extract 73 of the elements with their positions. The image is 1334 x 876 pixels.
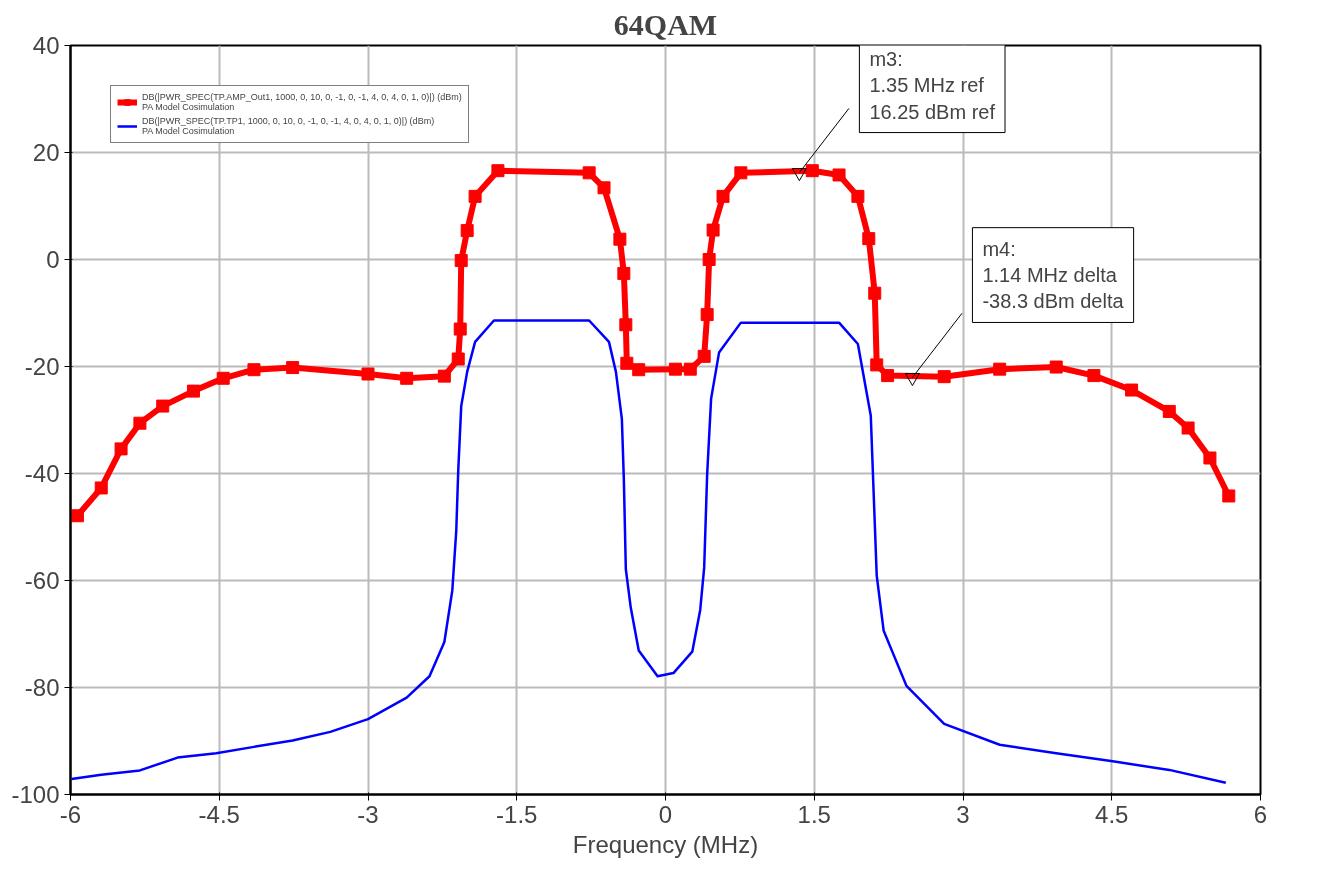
annotation: m3: 1.35 MHz ref 16.25 dBm ref bbox=[869, 47, 996, 123]
point bbox=[1125, 383, 1139, 397]
y-tick-label: 0 bbox=[46, 246, 60, 273]
legend-label: DB(|PWR_SPEC(TP.TP1, 1000, 0, 10, 0, -1, 0, -1, 4, 0, 4, 0, 1, 0)|) (dBm) PA Model Cosimulation bbox=[142, 116, 435, 136]
point bbox=[620, 356, 634, 370]
legend-label: DB(|PWR_SPEC(TP.AMP_Out1, 1000, 0, 10, 0, -1, 0, -1, 4, 0, 4, 0, 1, 0)|) (dBm) PA Model Cosimulation bbox=[142, 92, 462, 112]
point bbox=[868, 286, 882, 300]
y-tick-label: -80 bbox=[24, 674, 60, 701]
point bbox=[668, 362, 682, 376]
point bbox=[632, 363, 646, 377]
point bbox=[937, 370, 951, 384]
point bbox=[216, 371, 230, 385]
line-series bbox=[70, 319, 1228, 784]
point bbox=[993, 362, 1007, 376]
point bbox=[597, 181, 611, 195]
point bbox=[683, 362, 697, 376]
point bbox=[851, 189, 865, 203]
point bbox=[697, 349, 711, 363]
point bbox=[702, 253, 716, 266]
point bbox=[361, 367, 375, 381]
chart-title: 64QAM bbox=[613, 7, 718, 41]
point bbox=[1203, 451, 1217, 465]
x-tick-label: -1.5 bbox=[496, 800, 538, 828]
point bbox=[734, 166, 748, 180]
point bbox=[1181, 421, 1195, 435]
point bbox=[1222, 489, 1236, 503]
y-tick-label: -40 bbox=[24, 460, 60, 487]
point bbox=[706, 223, 720, 237]
point bbox=[619, 318, 633, 332]
point bbox=[1162, 404, 1176, 418]
point bbox=[94, 481, 108, 495]
point bbox=[1087, 369, 1101, 383]
point bbox=[862, 232, 876, 246]
point bbox=[186, 384, 200, 398]
x-tick-label: 1.5 bbox=[797, 800, 831, 828]
point bbox=[286, 361, 300, 375]
point bbox=[437, 369, 451, 383]
y-tick-label: 40 bbox=[32, 32, 60, 59]
y-tick-label: -60 bbox=[24, 567, 60, 594]
annotation: m4: 1.14 MHz delta -38.3 dBm delta bbox=[982, 237, 1125, 313]
point bbox=[133, 416, 147, 430]
point bbox=[454, 254, 468, 268]
point bbox=[805, 164, 819, 178]
x-tick-label: -4.5 bbox=[198, 800, 240, 828]
point bbox=[700, 308, 714, 322]
point bbox=[247, 363, 261, 377]
x-tick-label: 6 bbox=[1253, 800, 1268, 828]
point bbox=[70, 509, 84, 523]
point bbox=[881, 369, 895, 383]
point bbox=[613, 232, 627, 246]
x-tick-label: -3 bbox=[357, 800, 379, 828]
y-tick-label: -100 bbox=[11, 781, 60, 808]
point bbox=[582, 166, 596, 180]
x-tick-label: 4.5 bbox=[1095, 800, 1129, 828]
point bbox=[870, 358, 884, 372]
y-tick-label: -20 bbox=[24, 353, 60, 380]
point bbox=[156, 399, 170, 413]
point bbox=[453, 322, 467, 336]
x-tick-label: -6 bbox=[59, 800, 82, 828]
point bbox=[114, 442, 128, 456]
y-tick-label: 20 bbox=[32, 139, 60, 166]
point bbox=[400, 371, 414, 385]
point bbox=[468, 189, 482, 203]
point bbox=[1049, 360, 1063, 374]
point bbox=[617, 266, 631, 280]
point bbox=[491, 164, 505, 178]
x-tick-label: 0 bbox=[658, 800, 673, 828]
point bbox=[832, 168, 846, 182]
point bbox=[451, 352, 465, 366]
x-tick-label: 3 bbox=[956, 800, 970, 828]
point bbox=[460, 224, 474, 238]
x-axis-title: Frequency (MHz) bbox=[572, 830, 759, 858]
point bbox=[716, 189, 730, 203]
